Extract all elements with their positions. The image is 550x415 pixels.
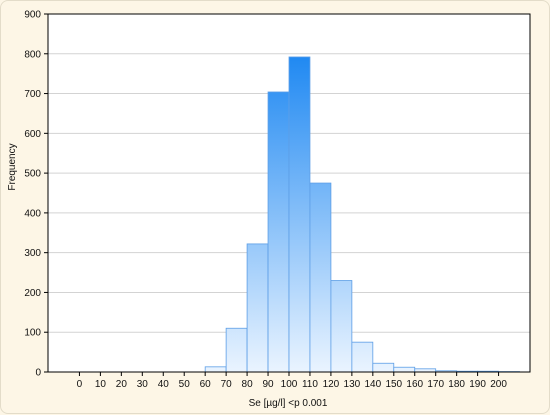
x-tick-label: 30: [137, 379, 149, 390]
y-tick-label: 400: [24, 208, 41, 219]
histogram-bar: [226, 328, 247, 372]
x-tick-label: 80: [242, 379, 254, 390]
x-tick-label: 110: [302, 379, 318, 390]
x-tick-label: 130: [344, 379, 361, 390]
histogram-bar: [268, 92, 289, 372]
y-tick-label: 700: [24, 89, 41, 100]
x-tick-label: 0: [77, 379, 83, 390]
x-tick-label: 160: [406, 379, 423, 390]
x-tick-label: 40: [158, 379, 170, 390]
histogram-bar: [352, 342, 373, 372]
histogram-bar: [289, 57, 310, 372]
y-tick-label: 800: [24, 49, 41, 60]
x-tick-label: 90: [262, 379, 274, 390]
x-tick-label: 200: [490, 379, 507, 390]
x-tick-label: 150: [385, 379, 402, 390]
x-tick-label: 190: [469, 379, 486, 390]
y-tick-label: 100: [24, 328, 41, 339]
y-tick-label: 500: [24, 169, 41, 180]
x-tick-label: 20: [116, 379, 128, 390]
x-tick-label: 180: [448, 379, 465, 390]
y-tick-label: 200: [24, 288, 41, 299]
y-tick-label: 300: [24, 248, 41, 259]
x-tick-label: 70: [221, 379, 233, 390]
x-axis-title: Se [µg/l] <p 0.001: [249, 398, 328, 409]
x-tick-label: 120: [323, 379, 340, 390]
y-axis-title: Frequency: [7, 143, 18, 190]
x-tick-label: 170: [427, 379, 444, 390]
histogram-bar: [310, 183, 331, 372]
y-axis-ticks: 0 100 200 300 400 500 600 700 800 900: [24, 10, 48, 379]
x-tick-label: 140: [364, 379, 381, 390]
histogram-bar: [247, 244, 268, 372]
x-tick-label: 10: [95, 379, 107, 390]
x-tick-label: 100: [281, 379, 298, 390]
histogram-bar: [331, 281, 352, 372]
y-tick-label: 0: [35, 368, 41, 379]
histogram-bar: [205, 367, 226, 372]
y-tick-label: 600: [24, 129, 41, 140]
histogram-bar: [373, 363, 394, 372]
x-tick-label: 60: [200, 379, 212, 390]
y-tick-label: 900: [24, 10, 41, 21]
x-tick-label: 50: [179, 379, 191, 390]
histogram-bar: [394, 367, 415, 372]
